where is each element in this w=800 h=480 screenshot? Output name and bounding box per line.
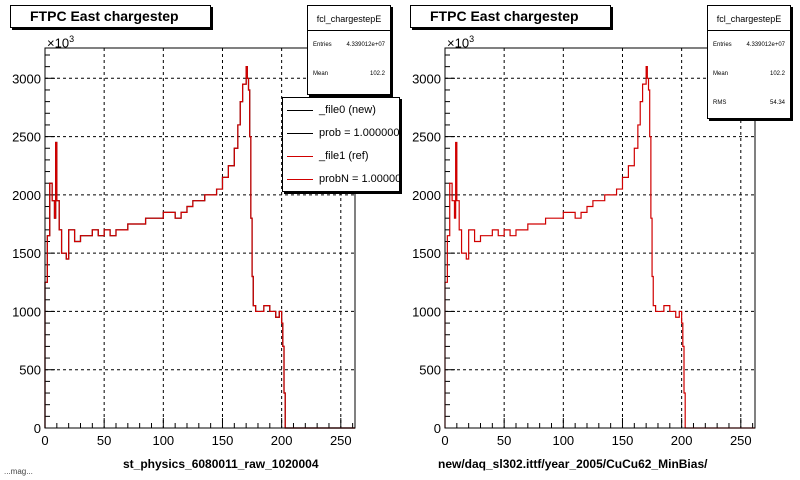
- y-tick-label: 1500: [12, 246, 41, 261]
- x-tick-label: 250: [730, 433, 752, 448]
- y-tick-label: 500: [419, 363, 441, 378]
- left-exponent-base: ×10: [47, 35, 70, 51]
- x-tick-label: 150: [212, 433, 234, 448]
- series-line: [44, 66, 355, 429]
- left-stats-box: fcl_chargestepE Entries 4.339012e+07 Mea…: [307, 5, 391, 95]
- stats-label: RMS: [713, 100, 727, 106]
- legend-label: prob = 1.000000: [319, 127, 400, 139]
- legend-entry: probN = 1.000000: [283, 169, 400, 189]
- legend-line: [287, 178, 313, 180]
- plot-frame: [44, 47, 356, 429]
- x-tick-label: 100: [152, 433, 174, 448]
- y-tick-label: 2500: [412, 130, 441, 145]
- right-stats-row-entries: Entries 4.339012e+07: [708, 31, 790, 60]
- y-tick-label: 2500: [12, 130, 41, 145]
- x-tick-label: 200: [271, 433, 293, 448]
- right-title-box: FTPC East chargestep: [410, 5, 611, 28]
- stats-value: 4.339012e+07: [346, 42, 385, 48]
- y-tick-label: 1000: [412, 304, 441, 319]
- plot-frame: [444, 47, 756, 429]
- left-stats-title: fcl_chargestepE: [308, 6, 390, 31]
- left-title-box: FTPC East chargestep: [10, 5, 211, 28]
- x-tick-label: 50: [497, 433, 511, 448]
- legend-line: [287, 109, 313, 111]
- right-x-axis-title: new/daq_sl302.ittf/year_2005/CuCu62_MinB…: [438, 457, 708, 471]
- legend-entry: _file0 (new): [283, 100, 376, 120]
- x-tick-label: 150: [612, 433, 634, 448]
- left-canvas: 0 50 100 150 200 250 0 500 1000 1500 2000 2500 3000 …: [4, 5, 400, 476]
- right-stats-row-mean: Mean 102.2: [708, 60, 790, 89]
- x-tick-label: 0: [41, 433, 48, 448]
- left-x-axis-title: st_physics_6080011_raw_1020004: [123, 457, 319, 471]
- left-legend: _file0 (new) prob = 1.000000 _file1 (ref…: [282, 97, 400, 192]
- right-title: FTPC East chargestep: [430, 8, 579, 24]
- stats-label: Mean: [313, 71, 329, 77]
- y-tick-label: 0: [34, 421, 41, 436]
- legend-line: [287, 155, 313, 157]
- stats-label: Entries: [313, 42, 332, 48]
- right-stats-row-rms: RMS 54.34: [708, 89, 790, 118]
- left-exponent-power: 3: [69, 34, 75, 44]
- y-tick-label: 1000: [12, 304, 41, 319]
- stats-label: Entries: [713, 42, 732, 48]
- y-tick-label: 2000: [12, 188, 41, 203]
- x-tick-label: 50: [97, 433, 111, 448]
- right-exponent-base: ×10: [447, 35, 470, 51]
- y-tick-label: 0: [434, 421, 441, 436]
- legend-label: _file0 (new): [319, 104, 376, 116]
- x-tick-label: 0: [441, 433, 448, 448]
- y-tick-label: 2000: [412, 188, 441, 203]
- x-tick-label: 250: [330, 433, 352, 448]
- right-canvas: 0 50 100 150 200 250 0 500 1000 1500 2000 2500 3000 …: [400, 0, 800, 480]
- y-tick-label: 500: [19, 363, 41, 378]
- x-tick-label: 100: [552, 433, 574, 448]
- y-tick-label: 3000: [12, 71, 41, 86]
- left-title: FTPC East chargestep: [30, 8, 179, 24]
- footer-text: ...mag...: [4, 467, 33, 476]
- plot-area: [445, 48, 755, 428]
- right-y-exponent: ×103: [447, 34, 474, 50]
- y-tick-label: 3000: [412, 71, 441, 86]
- left-y-exponent: ×103: [47, 34, 74, 50]
- stats-label: Mean: [713, 71, 729, 77]
- stats-value: 54.34: [769, 100, 785, 106]
- series-line: [444, 66, 755, 429]
- stats-value: 102.2: [369, 71, 385, 77]
- stats-value: 102.2: [769, 71, 785, 77]
- x-tick-label: 200: [671, 433, 693, 448]
- legend-entry: _file1 (ref): [283, 146, 369, 166]
- legend-line: [287, 132, 313, 134]
- right-stats-title: fcl_chargestepE: [708, 6, 790, 31]
- legend-label: _file1 (ref): [319, 150, 369, 162]
- legend-label: probN = 1.000000: [319, 173, 400, 185]
- left-stats-row-mean: Mean 102.2: [308, 60, 390, 89]
- legend-entry: prob = 1.000000: [283, 123, 399, 143]
- stats-value: 4.339012e+07: [746, 42, 785, 48]
- y-tick-label: 1500: [412, 246, 441, 261]
- right-exponent-power: 3: [469, 34, 475, 44]
- right-stats-box: fcl_chargestepE Entries 4.339012e+07 Mea…: [707, 5, 791, 119]
- left-stats-row-entries: Entries 4.339012e+07: [308, 31, 390, 60]
